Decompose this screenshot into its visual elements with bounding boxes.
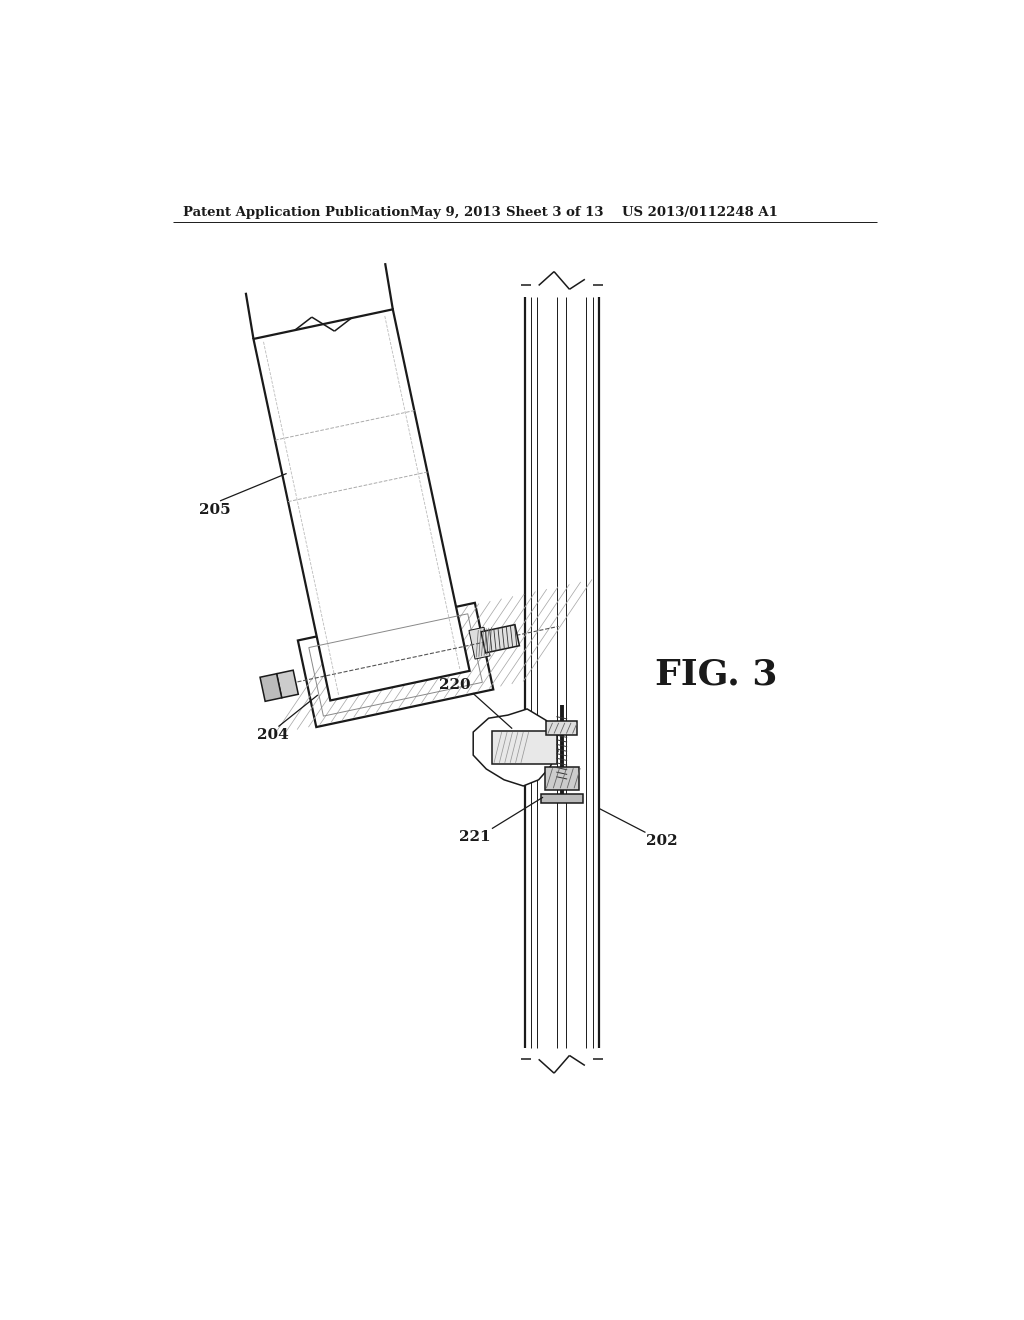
Polygon shape bbox=[481, 624, 519, 653]
Polygon shape bbox=[493, 730, 557, 764]
Text: 221: 221 bbox=[459, 830, 490, 843]
Polygon shape bbox=[541, 793, 583, 803]
Text: US 2013/0112248 A1: US 2013/0112248 A1 bbox=[622, 206, 777, 219]
Polygon shape bbox=[276, 671, 298, 698]
Text: Sheet 3 of 13: Sheet 3 of 13 bbox=[506, 206, 603, 219]
Text: May 9, 2013: May 9, 2013 bbox=[410, 206, 501, 219]
Polygon shape bbox=[260, 673, 282, 701]
Text: Patent Application Publication: Patent Application Publication bbox=[183, 206, 410, 219]
Text: FIG. 3: FIG. 3 bbox=[654, 657, 777, 692]
Polygon shape bbox=[254, 309, 470, 701]
Text: 220: 220 bbox=[439, 678, 471, 692]
Text: 204: 204 bbox=[257, 727, 289, 742]
Text: 205: 205 bbox=[200, 503, 231, 517]
Polygon shape bbox=[469, 627, 490, 659]
Text: 202: 202 bbox=[646, 834, 678, 847]
Polygon shape bbox=[473, 709, 558, 785]
Polygon shape bbox=[545, 767, 579, 789]
Polygon shape bbox=[547, 721, 578, 735]
Polygon shape bbox=[298, 603, 494, 727]
